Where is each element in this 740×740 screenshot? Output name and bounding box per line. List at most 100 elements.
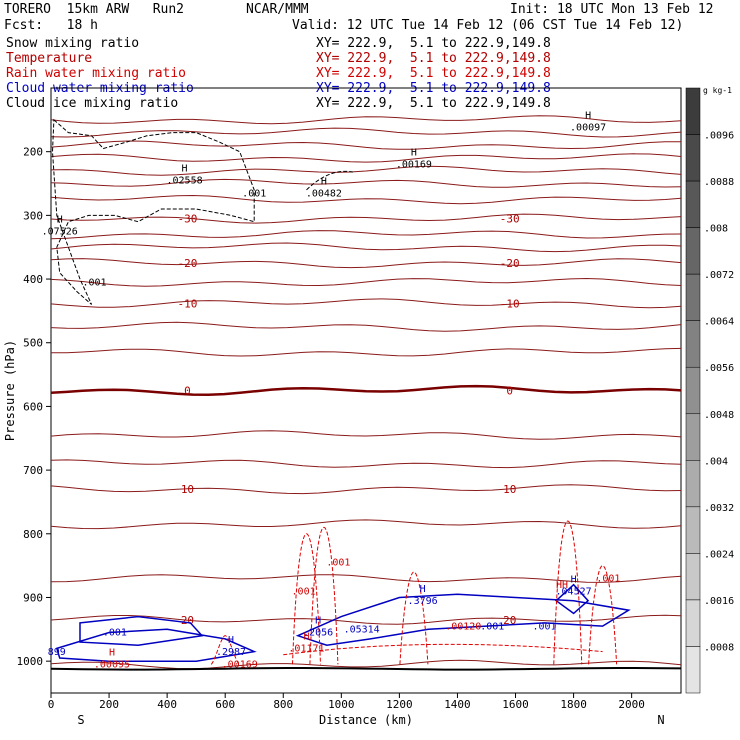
colorbar-swatch [685, 87, 701, 135]
x-tick-label: 1600 [502, 698, 529, 711]
rain-label-high-marker: H [109, 648, 115, 659]
rain-label: .001 [292, 586, 316, 597]
isotherm-line [50, 614, 682, 625]
north-label: N [657, 713, 664, 727]
cloud-water-label: .2056 [303, 628, 333, 639]
surface-line [50, 667, 682, 671]
colorbar-swatch [685, 134, 701, 182]
x-tick-label: 2000 [618, 698, 645, 711]
y-tick-label: 300 [23, 209, 43, 222]
legend-xy: XY= 222.9, 5.1 to 222.9,149.8 [316, 66, 551, 81]
x-tick-label: 200 [99, 698, 119, 711]
model-title: TORERO 15km ARW Run2 [4, 2, 185, 17]
forecast-hour: Fcst: 18 h [4, 18, 98, 33]
colorbar-swatch [685, 506, 701, 554]
isotherm-line [50, 242, 682, 253]
x-tick-label: 1000 [328, 698, 355, 711]
snow-label-high-marker: H [411, 148, 417, 159]
y-tick-label: 900 [23, 591, 43, 604]
isotherm-label: -30 [500, 213, 520, 226]
colorbar-swatch [685, 553, 701, 601]
plot-frame [50, 87, 682, 694]
rain-label: .001 [326, 558, 350, 569]
rain-contour [291, 533, 321, 665]
org-label: NCAR/MMM [246, 2, 309, 17]
cloud-water-label-high-marker: H [228, 635, 234, 646]
y-axis-label: Pressure (hPa) [3, 340, 17, 441]
colorbar-swatch [685, 413, 701, 461]
isotherm-line [50, 194, 682, 205]
legend-xy: XY= 222.9, 5.1 to 222.9,149.8 [316, 96, 551, 111]
isotherm-line [50, 140, 681, 150]
isotherm-line [50, 574, 682, 583]
cloud-water-contour [295, 593, 631, 646]
isotherm-line [50, 230, 682, 240]
isotherm-label: 20 [503, 614, 516, 627]
snow-label-high-marker: H [585, 111, 591, 122]
isotherm-line [50, 484, 682, 495]
x-tick-label: 400 [157, 698, 177, 711]
isotherm-line [50, 298, 682, 309]
isotherm-line [50, 659, 682, 670]
isotherm-line [50, 127, 682, 138]
isotherm-line [50, 321, 682, 332]
snow-label-high-marker: H [321, 176, 327, 187]
cloud-water-label: .2987 [216, 647, 246, 658]
x-tick-label: 800 [273, 698, 293, 711]
x-tick-label: 1400 [444, 698, 471, 711]
isotherm-line [50, 213, 682, 224]
cloud-water-label-high-marker: H [420, 584, 426, 595]
x-tick-label: 1200 [386, 698, 413, 711]
snow-label-high-marker: H [57, 214, 63, 225]
colorbar-label: .0064 [704, 317, 734, 328]
rain-label: .00169 [222, 660, 258, 671]
colorbar-label: .0008 [704, 642, 734, 653]
colorbar-label: .008 [704, 224, 728, 235]
isotherm-label: -10 [178, 297, 198, 310]
colorbar-label: .0024 [704, 549, 734, 560]
snow-label: .07526 [42, 226, 78, 237]
isotherm-label: 0 [184, 385, 191, 398]
isotherm-label: -30 [178, 213, 198, 226]
y-tick-label: 200 [23, 146, 43, 159]
colorbar-swatch [685, 366, 701, 415]
rain-contour [588, 565, 618, 665]
cloud-water-contour [55, 628, 257, 662]
snow-contour [306, 170, 354, 191]
isotherm-line [50, 384, 682, 397]
colorbar-label: .004 [704, 456, 728, 467]
colorbar-label: .0096 [704, 131, 734, 142]
colorbar-label: .0016 [704, 596, 734, 607]
isotherm-line [50, 430, 682, 440]
colorbar-label: .0072 [704, 270, 734, 281]
colorbar-label: .0056 [704, 363, 734, 374]
isotherm-line [50, 258, 682, 269]
snow-label: .001 [242, 188, 266, 199]
snow-label: .00097 [570, 123, 606, 134]
colorbar-swatch [685, 180, 701, 228]
rain-label: .01171 [288, 644, 324, 655]
colorbar-swatch [685, 273, 701, 321]
x-tick-label: 1800 [560, 698, 587, 711]
rain-label-high-marker: H [303, 632, 309, 643]
colorbar-label: .0032 [704, 503, 734, 514]
colorbar-swatch [685, 320, 701, 368]
legend-entry: Temperature [6, 51, 93, 66]
isotherm-label: -20 [500, 257, 520, 270]
y-tick-label: 600 [23, 400, 43, 413]
isotherm-line [50, 459, 682, 469]
rain-contour [553, 520, 583, 665]
colorbar-label: .0088 [704, 177, 734, 188]
south-label: S [77, 713, 84, 727]
rain-label: HH [556, 580, 568, 591]
colorbar-swatch [685, 227, 701, 275]
legend-xy: XY= 222.9, 5.1 to 222.9,149.8 [316, 51, 551, 66]
rain-contour [283, 643, 603, 656]
init-time: Init: 18 UTC Mon 13 Feb 12 [510, 2, 714, 17]
y-tick-label: 1000 [17, 655, 44, 668]
cloud-water-contour [79, 615, 204, 646]
colorbar-swatch [685, 646, 701, 694]
snow-label: .001 [83, 277, 107, 288]
cloud-water-label: .3796 [408, 596, 438, 607]
